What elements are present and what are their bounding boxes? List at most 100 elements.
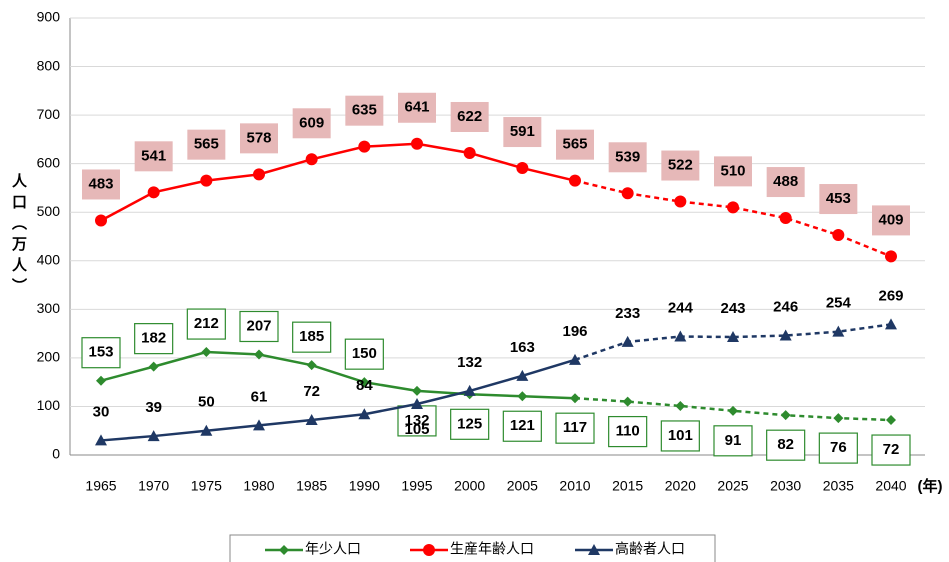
y-tick-label: 700 [37,106,61,122]
data-label: 609 [299,114,324,131]
y-tick-label: 800 [37,57,61,73]
y-tick-label: 600 [37,154,61,170]
point [517,391,528,402]
point [358,140,371,153]
point [727,331,739,343]
point [358,408,371,420]
data-label: 132 [404,412,429,429]
data-label: 76 [830,439,847,456]
label-box [819,184,858,215]
data-label: 125 [457,415,482,432]
label-box [82,169,120,200]
label-box [292,108,331,139]
data-label: 510 [720,162,745,179]
data-label: 565 [562,136,587,153]
point [423,544,435,556]
data-label: 84 [356,377,373,394]
y-tick-label: 900 [37,9,61,25]
point [779,212,792,225]
point [780,410,791,421]
point [674,330,687,342]
point [412,385,422,396]
x-tick-label: 2000 [454,478,485,494]
point [201,347,212,358]
y-tick-label: 200 [37,349,61,365]
data-label: 30 [93,403,110,420]
data-label: 269 [878,287,903,304]
data-label: 541 [141,147,166,164]
data-label: 39 [145,399,162,416]
data-label: 483 [88,175,113,192]
x-tick-label: 2010 [559,478,590,494]
label-box [502,410,542,442]
x-tick-label: 1975 [191,478,222,494]
label-box [872,205,910,236]
label-box [134,323,174,355]
data-label: 132 [457,354,482,371]
data-label: 212 [194,315,219,332]
x-tick-label: 1980 [243,478,274,494]
y-tick-label: 500 [37,203,61,219]
point [95,214,107,227]
label-box [660,420,700,452]
x-tick-label: 1970 [138,478,169,494]
label-box [608,415,648,448]
point [516,369,529,381]
point [832,325,845,337]
point [621,335,634,347]
data-label: 196 [562,323,587,340]
x-tick-label: 2015 [612,478,643,494]
data-label: 635 [352,102,377,119]
label-box [345,95,384,126]
point [832,229,845,242]
data-label: 110 [616,423,640,440]
label-box [556,129,594,160]
data-label: 254 [826,295,852,312]
series-line-solid [100,142,576,222]
label-box [555,412,595,444]
point [621,187,634,200]
data-label: 453 [826,190,851,207]
series-line-solid [100,358,576,442]
data-label: 539 [615,148,640,165]
data-label: 150 [352,345,377,362]
label-box [397,405,437,437]
label-box [766,167,805,198]
label-box [503,117,542,148]
label-box [344,338,384,370]
series-line-solid [100,350,576,400]
series-line-dashed [574,323,892,362]
label-box [292,321,332,353]
point [148,361,159,372]
legend-label: 高齢者人口 [615,541,685,557]
x-tick-label: 2025 [717,478,748,494]
label-box [398,92,436,123]
label-box [818,432,858,464]
label-box [81,337,121,369]
data-label: 50 [198,394,215,411]
point [463,146,476,159]
x-tick-label: 1990 [349,478,380,494]
legend-box [229,534,716,562]
point [885,318,897,330]
x-tick-label: 2040 [875,478,906,494]
point [622,396,633,407]
legend-label: 年少人口 [305,541,361,557]
point [253,419,265,431]
point [279,545,289,555]
label-box [450,101,489,132]
point [833,413,844,424]
data-label: 578 [246,129,271,146]
point [588,544,600,555]
y-tick-label: 100 [37,397,61,413]
data-label: 182 [141,330,166,347]
data-label: 72 [883,441,900,458]
point [885,250,897,263]
label-box [450,408,490,440]
x-tick-label: 2030 [770,478,801,494]
label-box [186,308,226,340]
point [305,153,318,166]
label-box [240,123,278,154]
point [727,201,739,214]
legend-label: 生産年齢人口 [450,541,534,557]
